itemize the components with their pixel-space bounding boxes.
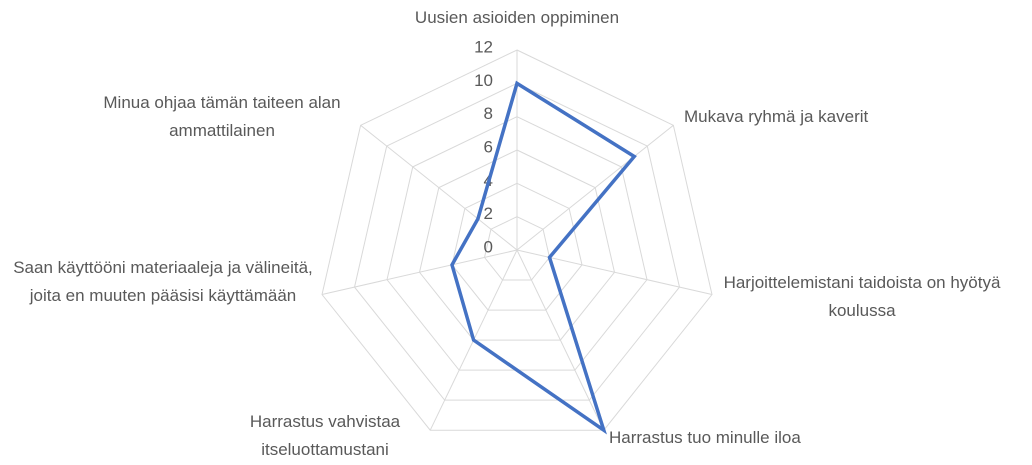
category-label: Harjoittelemistani taidoista on hyötyä k…	[723, 273, 1001, 320]
spoke	[321, 249, 518, 295]
r-tick-label: 2	[484, 204, 493, 223]
r-tick-label: 8	[484, 104, 493, 123]
r-tick-label: 0	[484, 237, 493, 256]
category-label: Harrastus vahvistaa itseluottamustani	[249, 412, 401, 459]
r-tick-label: 12	[474, 37, 493, 56]
category-label: Saan käyttööni materiaaleja ja välineitä…	[13, 258, 313, 305]
category-label: Harrastus tuo minulle iloa	[609, 428, 801, 447]
r-tick-label: 10	[474, 71, 493, 90]
grid-ring	[321, 49, 713, 431]
grid-ring	[451, 182, 583, 311]
spoke	[360, 124, 518, 251]
spoke	[516, 124, 674, 251]
grid-ring	[353, 82, 681, 401]
category-label: Uusien asioiden oppiminen	[414, 8, 620, 27]
grid-ring	[483, 216, 551, 281]
category-label: Minua ohjaa tämän taiteen alan ammattila…	[103, 93, 341, 140]
spoke	[516, 249, 605, 431]
category-label: Mukava ryhmä ja kaverit	[684, 107, 869, 126]
spoke	[516, 249, 713, 295]
r-tick-label: 6	[484, 137, 493, 156]
series-line	[450, 80, 637, 435]
